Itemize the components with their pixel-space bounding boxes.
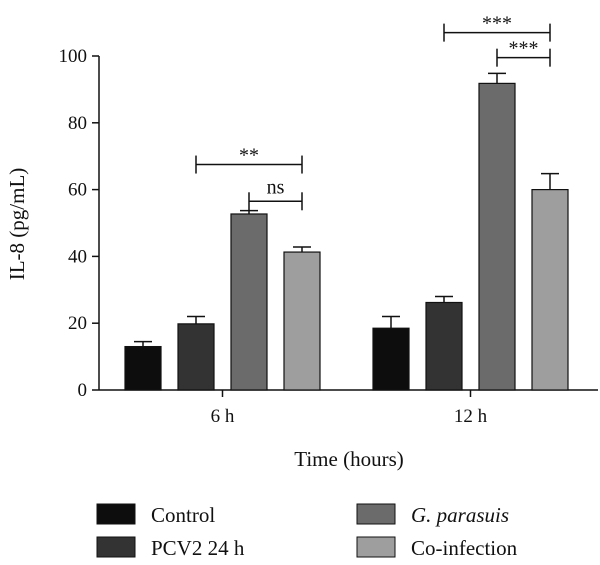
y-tick-label: 20 — [68, 313, 87, 334]
bar — [283, 251, 321, 391]
bar — [425, 301, 463, 391]
significance-label: ** — [239, 145, 259, 167]
y-tick-label: 0 — [78, 380, 88, 401]
legend-swatch — [96, 536, 136, 558]
significance-label: *** — [509, 38, 539, 60]
bar — [372, 327, 410, 391]
y-axis-title: IL-8 (pg/mL) — [5, 168, 29, 281]
significance-label: *** — [482, 13, 512, 35]
y-tick-label: 100 — [59, 46, 88, 67]
legend-swatch — [96, 503, 136, 525]
legend-label: Control — [151, 503, 215, 527]
legend-label: PCV2 24 h — [151, 536, 245, 560]
bar — [230, 213, 268, 391]
x-tick-label: 6 h — [211, 406, 235, 427]
significance-label: ns — [267, 176, 285, 198]
y-tick-label: 60 — [68, 180, 87, 201]
x-axis-title: Time (hours) — [294, 447, 403, 471]
bar — [531, 189, 569, 391]
legend-label: G. parasuis — [411, 503, 509, 527]
bar — [124, 345, 162, 391]
bar — [177, 323, 215, 391]
legend-label: Co-infection — [411, 536, 518, 560]
legend-swatch — [356, 503, 396, 525]
y-tick-label: 80 — [68, 113, 87, 134]
x-tick-label: 12 h — [454, 406, 488, 427]
y-tick-label: 40 — [68, 246, 87, 267]
plot-area: 0 20 40 60 80 100 6 h 12 h ** ns *** *** — [59, 13, 598, 427]
legend: Control G. parasuis PCV2 24 h Co-infection — [96, 503, 518, 560]
bar — [478, 82, 516, 391]
legend-swatch — [356, 536, 396, 558]
